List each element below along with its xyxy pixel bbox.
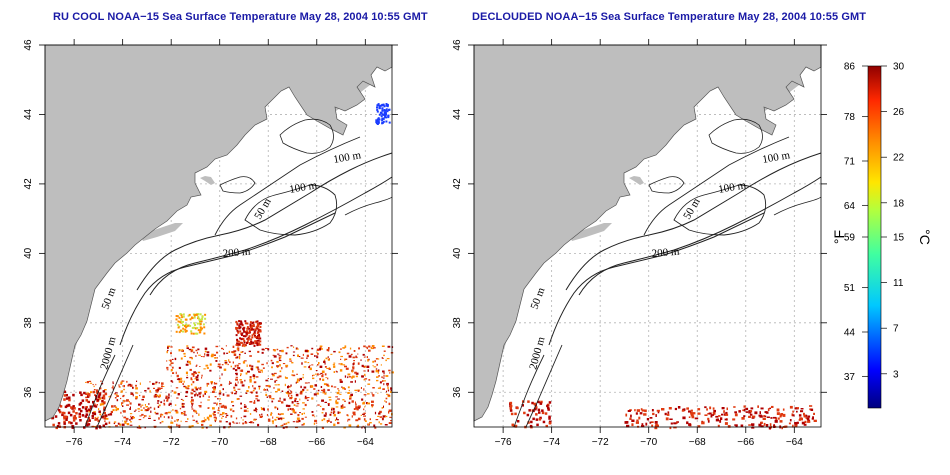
latitude-tick-label: 42 bbox=[23, 178, 34, 190]
fahrenheit-tick-label: 78 bbox=[844, 112, 856, 123]
latitude-tick-label: 40 bbox=[452, 247, 463, 259]
temperature-colorbar: 86 78 71 64 59 51 44 37 30 26 22 18 15 11 7 3 °F °C bbox=[831, 62, 933, 409]
contour-label: 100 m bbox=[717, 179, 747, 196]
latitude-tick-label: 44 bbox=[452, 108, 463, 120]
bathymetry-contours bbox=[84, 118, 393, 428]
latitude-tick-label: 36 bbox=[452, 386, 463, 398]
celsius-tick-label: 15 bbox=[893, 233, 905, 244]
contour-label: 200 m bbox=[651, 246, 680, 260]
latitude-tick-label: 38 bbox=[23, 317, 34, 329]
fahrenheit-tick-label: 37 bbox=[844, 372, 856, 383]
latitude-tick-label: 46 bbox=[452, 39, 463, 51]
longitude-tick-label: −74 bbox=[114, 437, 131, 448]
landmass bbox=[44, 44, 393, 422]
longitude-tick-label: −76 bbox=[66, 437, 83, 448]
latitude-tick-label: 36 bbox=[23, 386, 34, 398]
fahrenheit-tick-label: 59 bbox=[844, 233, 856, 244]
longitude-tick-label: −64 bbox=[786, 437, 803, 448]
contour-label: 100 m bbox=[332, 149, 362, 166]
colorbar-gradient bbox=[867, 65, 882, 409]
contour-label: 100 m bbox=[288, 179, 318, 196]
sst-data-layer bbox=[509, 400, 817, 430]
sst-data-layer bbox=[45, 103, 394, 430]
longitude-tick-label: −72 bbox=[592, 437, 609, 448]
latitude-tick-label: 42 bbox=[452, 178, 463, 190]
longitude-tick-label: −66 bbox=[308, 437, 325, 448]
fahrenheit-tick-label: 64 bbox=[844, 201, 856, 212]
celsius-unit-label: °C bbox=[917, 229, 933, 245]
latitude-tick-label: 46 bbox=[23, 39, 34, 51]
fahrenheit-tick-label: 51 bbox=[844, 283, 856, 294]
longitude-tick-label: −70 bbox=[640, 437, 657, 448]
fahrenheit-tick-label: 44 bbox=[844, 328, 856, 339]
longitude-tick-label: −76 bbox=[495, 437, 512, 448]
longitude-tick-label: −68 bbox=[689, 437, 706, 448]
celsius-tick-label: 11 bbox=[893, 278, 904, 289]
left-panel-title: RU COOL NOAA−15 Sea Surface Temperature … bbox=[53, 11, 428, 23]
bathymetry-contours bbox=[513, 118, 822, 428]
celsius-tick-label: 18 bbox=[893, 198, 905, 209]
longitude-tick-label: −72 bbox=[163, 437, 180, 448]
celsius-tick-label: 7 bbox=[893, 324, 899, 335]
latitude-tick-label: 38 bbox=[452, 317, 463, 329]
celsius-tick-label: 3 bbox=[893, 369, 899, 380]
celsius-tick-label: 22 bbox=[893, 153, 905, 164]
map-frame bbox=[44, 44, 393, 428]
longitude-tick-label: −70 bbox=[211, 437, 228, 448]
axis-ticks: −76 −74 −72 −70 −68 −66 −64 36 38 40 42 44 46 bbox=[23, 39, 398, 448]
landmass bbox=[473, 44, 822, 422]
fahrenheit-unit-label: °F bbox=[831, 230, 847, 244]
colorbar-ticks: 86 78 71 64 59 51 44 37 30 26 22 18 15 11 7 3 bbox=[844, 62, 905, 383]
contour-label: 100 m bbox=[761, 149, 791, 166]
contour-label: 200 m bbox=[222, 246, 251, 260]
celsius-tick-label: 30 bbox=[893, 62, 905, 73]
right-panel-title: DECLOUDED NOAA−15 Sea Surface Temperatur… bbox=[472, 11, 867, 23]
longitude-tick-label: −68 bbox=[260, 437, 277, 448]
latitude-tick-label: 44 bbox=[23, 108, 34, 120]
celsius-tick-label: 26 bbox=[893, 107, 905, 118]
latitude-tick-label: 40 bbox=[23, 247, 34, 259]
axis-ticks: −76 −74 −72 −70 −68 −66 −64 36 38 40 42 44 46 bbox=[452, 39, 827, 448]
fahrenheit-tick-label: 71 bbox=[844, 157, 856, 168]
fahrenheit-tick-label: 86 bbox=[844, 62, 856, 73]
longitude-tick-label: −74 bbox=[543, 437, 560, 448]
longitude-tick-label: −64 bbox=[357, 437, 374, 448]
longitude-tick-label: −66 bbox=[737, 437, 754, 448]
map-frame bbox=[473, 44, 822, 428]
